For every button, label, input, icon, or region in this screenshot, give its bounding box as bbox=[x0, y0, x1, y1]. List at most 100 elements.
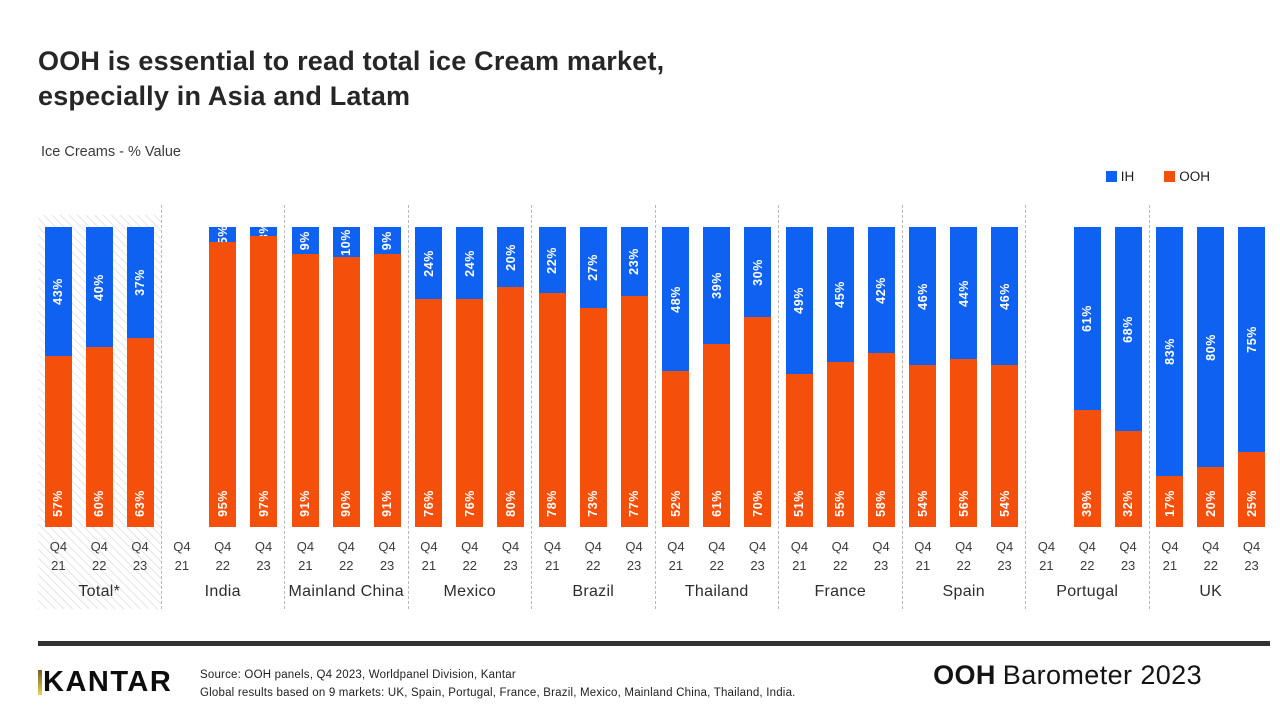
brand-rest: Barometer 2023 bbox=[1002, 660, 1202, 690]
bar-slot-spain-q4-21: 46% 54% Q4 21 bbox=[903, 227, 944, 576]
ooh-value-label: 70% bbox=[750, 490, 765, 517]
segment-ih: 46% bbox=[909, 227, 937, 365]
bar-thailand-q4-22: 39% 61% bbox=[703, 227, 731, 527]
segment-ooh: 39% bbox=[1073, 410, 1101, 527]
bar-slot-spain-q4-23: 46% 54% Q4 23 bbox=[984, 227, 1025, 576]
market-group-mexico: 24% 76% Q4 21 24% 76% Q4 22 20% 80% Q4 23 Mexico bbox=[409, 205, 532, 609]
segment-ih: 10% bbox=[332, 227, 360, 257]
segment-ih: 46% bbox=[991, 227, 1019, 365]
x-tick: Q4 23 bbox=[625, 539, 643, 573]
segment-ooh: 61% bbox=[703, 344, 731, 527]
ih-value-label: 46% bbox=[997, 282, 1012, 310]
segment-ooh: 25% bbox=[1238, 452, 1266, 527]
ih-value-label: 24% bbox=[462, 249, 477, 277]
bar-area: 27% 73% bbox=[579, 227, 607, 527]
ih-value-label: 10% bbox=[339, 228, 354, 256]
bar-slot-uk-q4-23: 75% 25% Q4 23 bbox=[1231, 227, 1272, 576]
bar-slot-total-q4-21: 43% 57% Q4 21 bbox=[38, 227, 79, 576]
x-tick: Q4 21 bbox=[49, 539, 68, 573]
group-label: UK bbox=[1199, 582, 1223, 600]
segment-ooh: 20% bbox=[1197, 467, 1225, 527]
bar-area: 30% 70% bbox=[744, 227, 772, 527]
market-group-france: 49% 51% Q4 21 45% 55% Q4 22 42% 58% Q4 23 France bbox=[779, 205, 903, 609]
x-tick: Q4 22 bbox=[461, 539, 479, 573]
bar-slots: 9% 91% Q4 21 10% 90% Q4 22 9% 91% Q4 23 bbox=[285, 227, 408, 576]
market-group-total: 43% 57% Q4 21 40% 60% Q4 22 37% 63% Q4 23 Total* bbox=[38, 205, 162, 609]
ooh-value-label: 97% bbox=[256, 490, 271, 517]
bar-slots: 48% 52% Q4 21 39% 61% Q4 22 30% 70% Q4 23 bbox=[656, 227, 779, 576]
market-group-spain: 46% 54% Q4 21 44% 56% Q4 22 46% 54% Q4 23 Spain bbox=[903, 205, 1026, 609]
x-tick: Q4 23 bbox=[748, 539, 767, 573]
segment-ooh: 73% bbox=[579, 308, 607, 527]
segment-ih: 27% bbox=[579, 227, 607, 308]
segment-ih: 24% bbox=[415, 227, 443, 299]
segment-ih: 23% bbox=[620, 227, 648, 296]
bar-brazil-q4-21: 22% 78% bbox=[538, 227, 566, 527]
x-tick: Q4 21 bbox=[173, 539, 191, 573]
segment-ooh: 54% bbox=[991, 365, 1019, 527]
market-group-uk: 83% 17% Q4 21 80% 20% Q4 22 75% 25% Q4 23 UK bbox=[1150, 205, 1273, 609]
x-tick: Q4 23 bbox=[872, 539, 890, 573]
bar-area: 39% 61% bbox=[703, 227, 731, 527]
bar-slot-spain-q4-22: 44% 56% Q4 22 bbox=[943, 227, 984, 576]
x-tick: Q4 21 bbox=[543, 539, 562, 573]
ooh-value-label: 52% bbox=[668, 490, 683, 517]
bar-area: 3% 97% bbox=[250, 222, 278, 527]
ih-value-label: 61% bbox=[1080, 305, 1095, 332]
segment-ih: 48% bbox=[662, 227, 690, 371]
bar-slot-mexico-q4-21: 24% 76% Q4 21 bbox=[409, 227, 450, 576]
ooh-value-label: 39% bbox=[1080, 490, 1095, 517]
segment-ih: 40% bbox=[85, 227, 113, 347]
ooh-value-label: 63% bbox=[133, 490, 148, 517]
bar-mainland-china-q4-21: 9% 91% bbox=[291, 227, 319, 527]
bar-india-q4-23: 3% 97% bbox=[250, 222, 278, 527]
segment-ih: 20% bbox=[497, 227, 525, 287]
x-tick: Q4 21 bbox=[1037, 539, 1056, 573]
bar-india-q4-22: 5% 95% bbox=[209, 225, 237, 527]
x-tick: Q4 23 bbox=[254, 539, 273, 573]
bar-area: 20% 80% bbox=[497, 227, 525, 527]
segment-ih: 75% bbox=[1238, 227, 1266, 452]
x-tick: Q4 22 bbox=[337, 539, 355, 573]
bar-mexico-q4-23: 20% 80% bbox=[497, 227, 525, 527]
bar-portugal-q4-22: 61% 39% bbox=[1073, 227, 1101, 527]
segment-ih: 42% bbox=[867, 227, 895, 353]
x-tick: Q4 22 bbox=[584, 539, 602, 573]
segment-ih: 80% bbox=[1197, 227, 1225, 467]
bar-area: 49% 51% bbox=[785, 227, 813, 527]
ooh-barometer-wordmark: OOH Barometer 2023 bbox=[933, 660, 1202, 691]
legend-item-ooh: OOH bbox=[1164, 169, 1210, 184]
ooh-value-label: 54% bbox=[997, 490, 1012, 517]
bar-area: 46% 54% bbox=[909, 227, 937, 527]
bar-spain-q4-22: 44% 56% bbox=[950, 227, 978, 527]
bar-slot-india-q4-22: 5% 95% Q4 22 bbox=[202, 225, 243, 576]
segment-ooh: 95% bbox=[209, 242, 237, 527]
segment-ih: 3% bbox=[250, 222, 278, 241]
bar-slot-mainland-china-q4-21: 9% 91% Q4 21 bbox=[285, 227, 326, 576]
bar-slot-france-q4-22: 45% 55% Q4 22 bbox=[820, 227, 861, 576]
ooh-value-label: 61% bbox=[709, 490, 724, 517]
ooh-value-label: 77% bbox=[627, 490, 642, 517]
segment-ooh: 52% bbox=[662, 371, 690, 527]
chart-legend: IH OOH bbox=[1105, 169, 1210, 184]
segment-ih: 9% bbox=[373, 227, 401, 254]
ih-value-label: 20% bbox=[503, 243, 518, 271]
x-tick: Q4 22 bbox=[955, 539, 973, 573]
segment-ih: 49% bbox=[785, 227, 813, 374]
source-note: Source: OOH panels, Q4 2023, Worldpanel … bbox=[200, 669, 796, 700]
x-tick: Q4 21 bbox=[296, 539, 315, 573]
ih-value-label: 24% bbox=[421, 249, 436, 277]
chart-subtitle: Ice Creams - % Value bbox=[41, 144, 181, 160]
ih-value-label: 42% bbox=[874, 276, 889, 304]
bar-uk-q4-22: 80% 20% bbox=[1197, 227, 1225, 527]
bar-area: 24% 76% bbox=[456, 227, 484, 527]
segment-ooh: 80% bbox=[497, 287, 525, 527]
kantar-logo: KANTAR bbox=[38, 666, 172, 699]
x-tick: Q4 22 bbox=[214, 539, 232, 573]
ooh-value-label: 20% bbox=[1203, 490, 1218, 517]
bar-uk-q4-23: 75% 25% bbox=[1238, 227, 1266, 527]
bar-slot-brazil-q4-21: 22% 78% Q4 21 bbox=[532, 227, 573, 576]
ih-value-label: 49% bbox=[792, 287, 807, 314]
bar-slots: 22% 78% Q4 21 27% 73% Q4 22 23% 77% Q4 23 bbox=[532, 227, 655, 576]
